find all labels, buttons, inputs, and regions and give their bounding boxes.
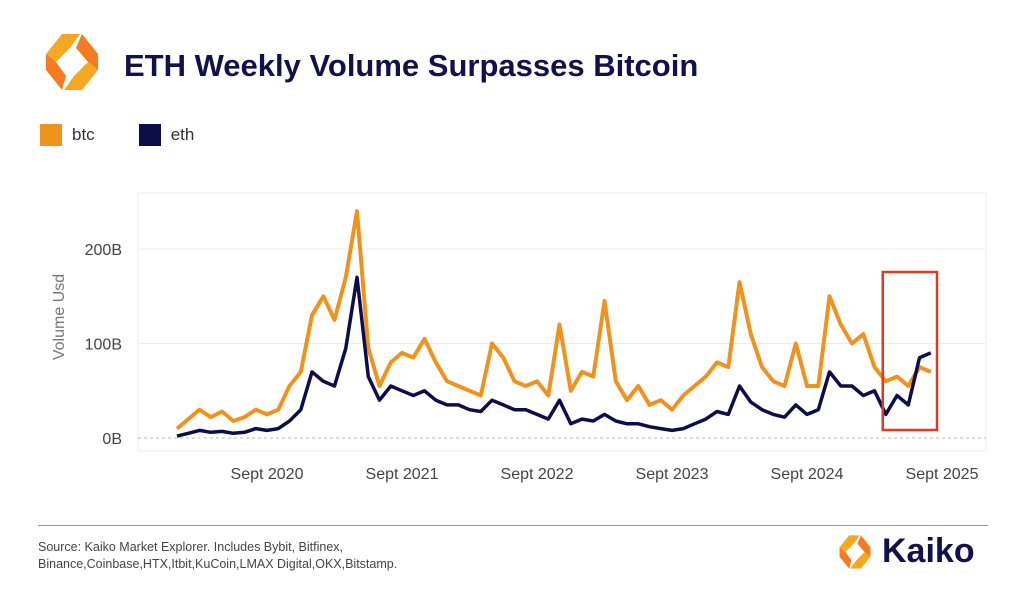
y-tick-label: 0B [102,431,122,448]
legend-label-btc: btc [72,125,95,144]
kaiko-logo-icon [46,34,98,90]
series-line-eth [176,275,932,438]
x-tick-label: Sept 2025 [906,466,979,483]
x-tick-label: Sept 2021 [366,466,439,483]
kaiko-logo-icon [839,534,871,569]
kaiko-brand: Kaiko [836,532,975,571]
brand-name: Kaiko [882,532,975,570]
legend-swatch-btc [40,124,62,146]
legend: btc eth [40,124,194,146]
series-line-btc [175,209,932,431]
x-tick-label: Sept 2020 [231,466,304,483]
legend-label-eth: eth [170,125,195,144]
source-note: Source: Kaiko Market Explorer. Includes … [38,540,398,571]
x-tick-label: Sept 2022 [501,466,574,483]
legend-swatch-eth [138,124,161,146]
highlight-box [881,270,939,432]
footer-divider [38,525,988,526]
plot-area [137,192,987,452]
page-title: ETH Weekly Volume Surpasses Bitcoin [124,48,699,83]
x-tick-label: Sept 2024 [771,466,844,483]
volume-chart: 0B 100B 200B Sept 2020 Sept 2021 Sept 2022 Sep… [51,192,987,483]
y-axis-label: Volume Usd [51,274,68,360]
legend-item-btc: btc [40,124,95,146]
y-tick-label: 200B [85,242,122,259]
legend-item-eth: eth [138,124,195,146]
x-tick-label: Sept 2023 [636,466,709,483]
y-tick-label: 100B [85,337,122,354]
